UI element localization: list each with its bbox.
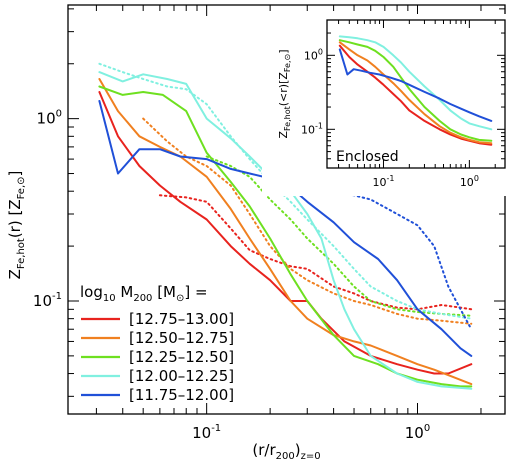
- inset-y-axis-label: ZFe,hot​(<r)[ZFe,⊙]: [277, 49, 292, 138]
- y-tick-label: 10-1: [301, 121, 323, 136]
- legend-label: [12.00–12.25]: [129, 367, 234, 385]
- x-tick-label: 100: [405, 423, 430, 442]
- inset-background: [262, 14, 508, 196]
- series-line: [98, 78, 473, 386]
- x-tick-label: 10-1: [192, 423, 221, 442]
- legend-label: [11.75–12.00]: [129, 386, 234, 404]
- legend-entry: [12.50–12.75]: [81, 329, 234, 347]
- x-axis-label: (r/r200)z=0: [252, 441, 320, 461]
- legend-label: [12.75–13.00]: [129, 310, 234, 328]
- legend-entry: [11.75–12.00]: [81, 386, 234, 404]
- legend-label: [12.25–12.50]: [129, 348, 234, 366]
- legend-label: [12.50–12.75]: [129, 329, 234, 347]
- y-axis-label: ZFe,hot​(r) [ZFe,⊙]: [6, 171, 27, 280]
- inset-plot: 10-1 100 10-1 100 Enclosed ZFe,hot​(<r)[ZFe,⊙…: [262, 14, 508, 196]
- legend-entry: [12.00–12.25]: [81, 367, 234, 385]
- inset-series-line: [338, 48, 493, 122]
- y-tick-label: 100: [304, 47, 323, 62]
- y-tick-label: 10-1: [33, 291, 62, 310]
- dotted-series-line: [205, 155, 473, 317]
- y-tick-label: 100: [37, 109, 62, 128]
- inset-frame: [326, 19, 506, 169]
- inset-series-line: [338, 44, 493, 146]
- x-tick-label: 100: [460, 174, 479, 189]
- dotted-series-line: [158, 194, 473, 311]
- inset-series-line: [338, 41, 493, 145]
- x-tick-label: 10-1: [372, 174, 394, 189]
- plot-frame: [67, 4, 506, 415]
- dotted-series-line: [142, 117, 473, 325]
- inset-annotation: Enclosed: [336, 149, 399, 165]
- series-line: [98, 71, 473, 390]
- series-line: [98, 85, 473, 388]
- inset-series-line: [338, 35, 493, 131]
- legend-title: log10 M200 [M⊙] =: [80, 283, 208, 304]
- legend-entry: [12.75–13.00]: [81, 310, 234, 328]
- legend-entry: [12.25–12.50]: [81, 348, 234, 366]
- main-plot: 10-1 100 10-1 100 (r/r200)z=0 ZFe,hot​(r) [ZF…: [6, 4, 506, 461]
